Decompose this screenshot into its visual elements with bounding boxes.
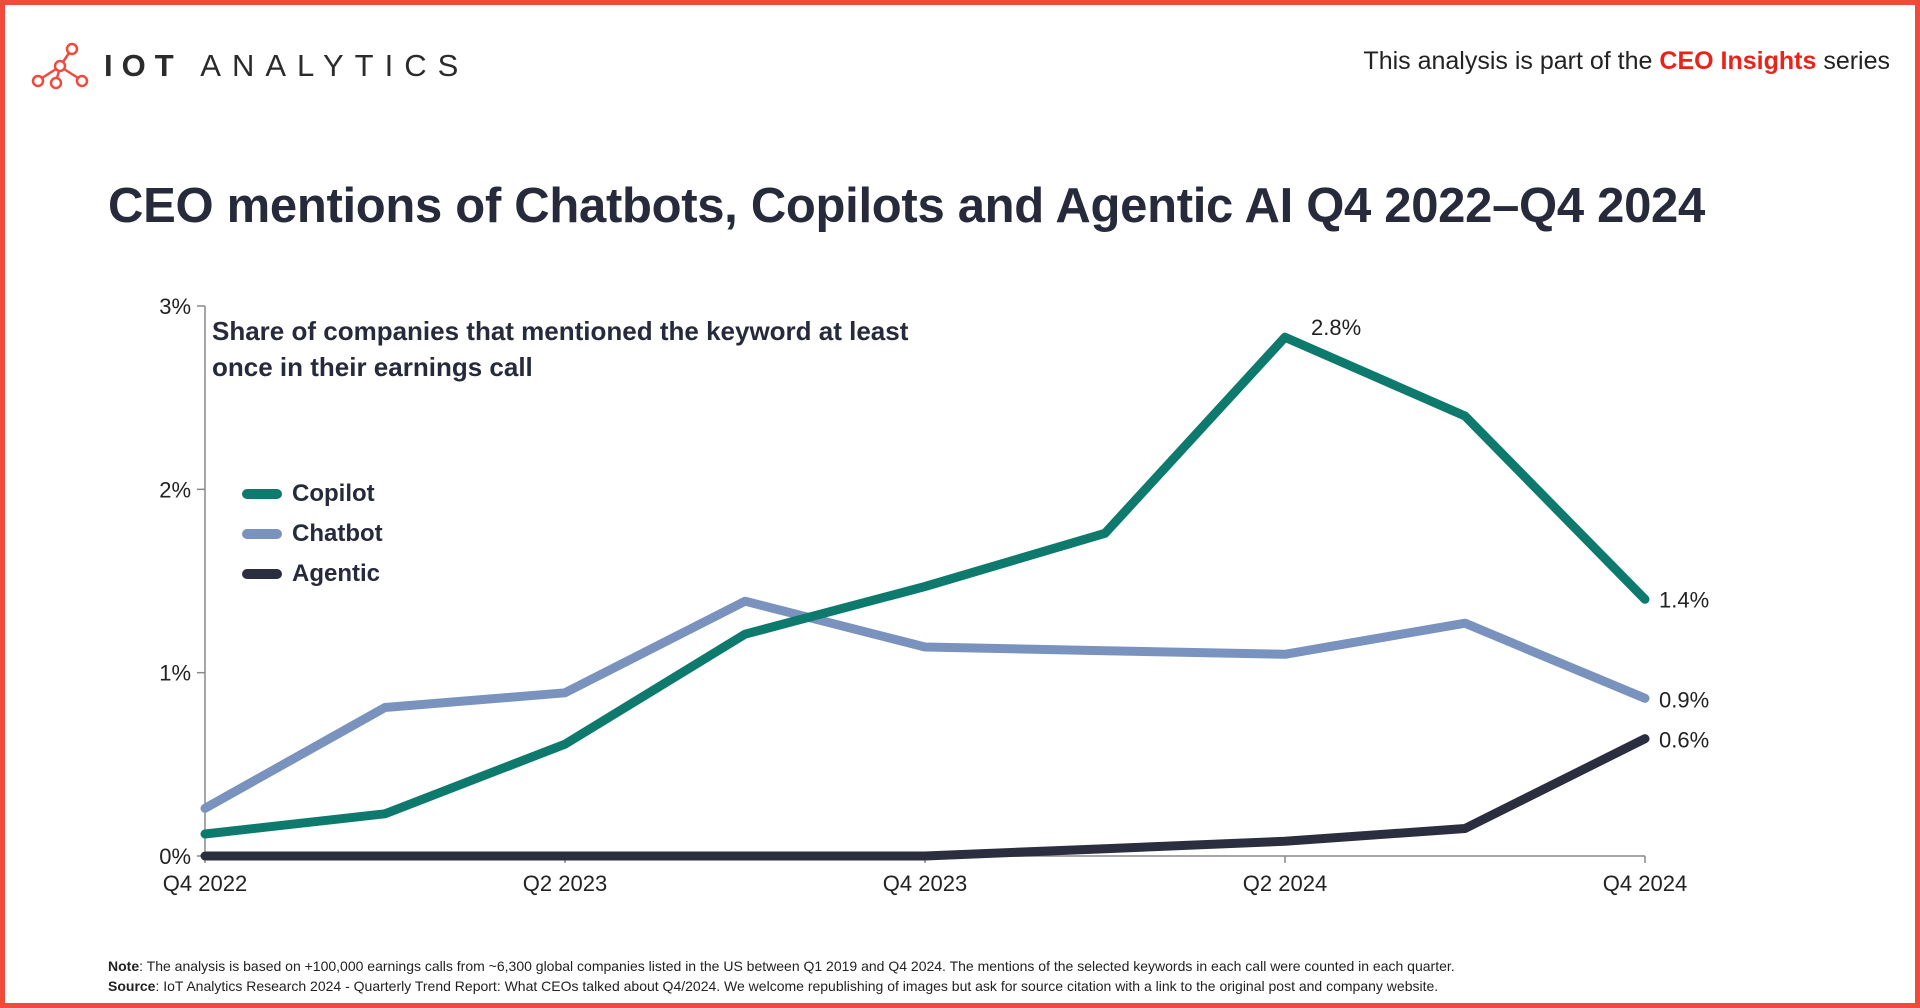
legend-label: Copilot [292,480,375,507]
legend-item-copilot: Copilot [242,474,383,514]
source-label: Source [108,978,156,994]
data-label-agentic: 0.6% [1659,728,1709,753]
footnote-source: Source: IoT Analytics Research 2024 - Qu… [108,976,1455,996]
x-tick-label: Q2 2024 [1243,871,1327,896]
note-label: Note [108,958,140,974]
note-text: : The analysis is based on +100,000 earn… [139,958,1455,974]
footnote-note: Note: The analysis is based on +100,000 … [108,956,1455,976]
logo-wordmark: IOT ANALYTICS [104,48,469,84]
chart-legend: Copilot Chatbot Agentic [242,474,383,594]
series-prefix: This analysis is part of the [1363,47,1653,75]
data-label-copilot: 1.4% [1659,587,1709,612]
x-tick-label: Q4 2023 [883,871,967,896]
source-text: : IoT Analytics Research 2024 - Quarterl… [155,978,1439,994]
chart-subtitle: Share of companies that mentioned the ke… [212,316,909,382]
legend-item-agentic: Agentic [242,554,383,594]
y-tick-label: 1% [159,661,191,686]
x-tick-label: Q2 2023 [523,871,607,896]
legend-swatch [242,489,282,499]
series-line-agentic [200,734,1650,861]
series-line-copilot [200,332,1650,839]
series-note: This analysis is part of the CEO Insight… [1363,47,1890,76]
iot-analytics-logo: IOT ANALYTICS [30,38,469,94]
y-tick-label: 3% [159,294,191,319]
x-tick-label: Q4 2022 [163,871,247,896]
legend-label: Chatbot [292,520,383,547]
legend-label: Agentic [292,560,381,587]
x-tick-label: Q4 2024 [1603,871,1687,896]
series-highlight-link[interactable]: CEO Insights [1659,47,1817,75]
footnote: Note: The analysis is based on +100,000 … [108,956,1455,996]
logo-text-bold: IOT [104,48,183,83]
series-suffix: series [1823,47,1890,75]
logo-text-light: ANALYTICS [200,48,470,83]
series-line-chatbot [200,596,1650,813]
legend-swatch [242,569,282,579]
legend-swatch [242,529,282,539]
chart-title: CEO mentions of Chatbots, Copilots and A… [108,179,1705,233]
data-label-chatbot: 0.9% [1659,687,1709,712]
y-tick-label: 2% [159,477,191,502]
legend-item-chatbot: Chatbot [242,514,383,554]
network-nodes-icon [31,42,89,90]
data-label-copilot: 2.8% [1311,315,1361,340]
y-tick-label: 0% [159,844,191,869]
